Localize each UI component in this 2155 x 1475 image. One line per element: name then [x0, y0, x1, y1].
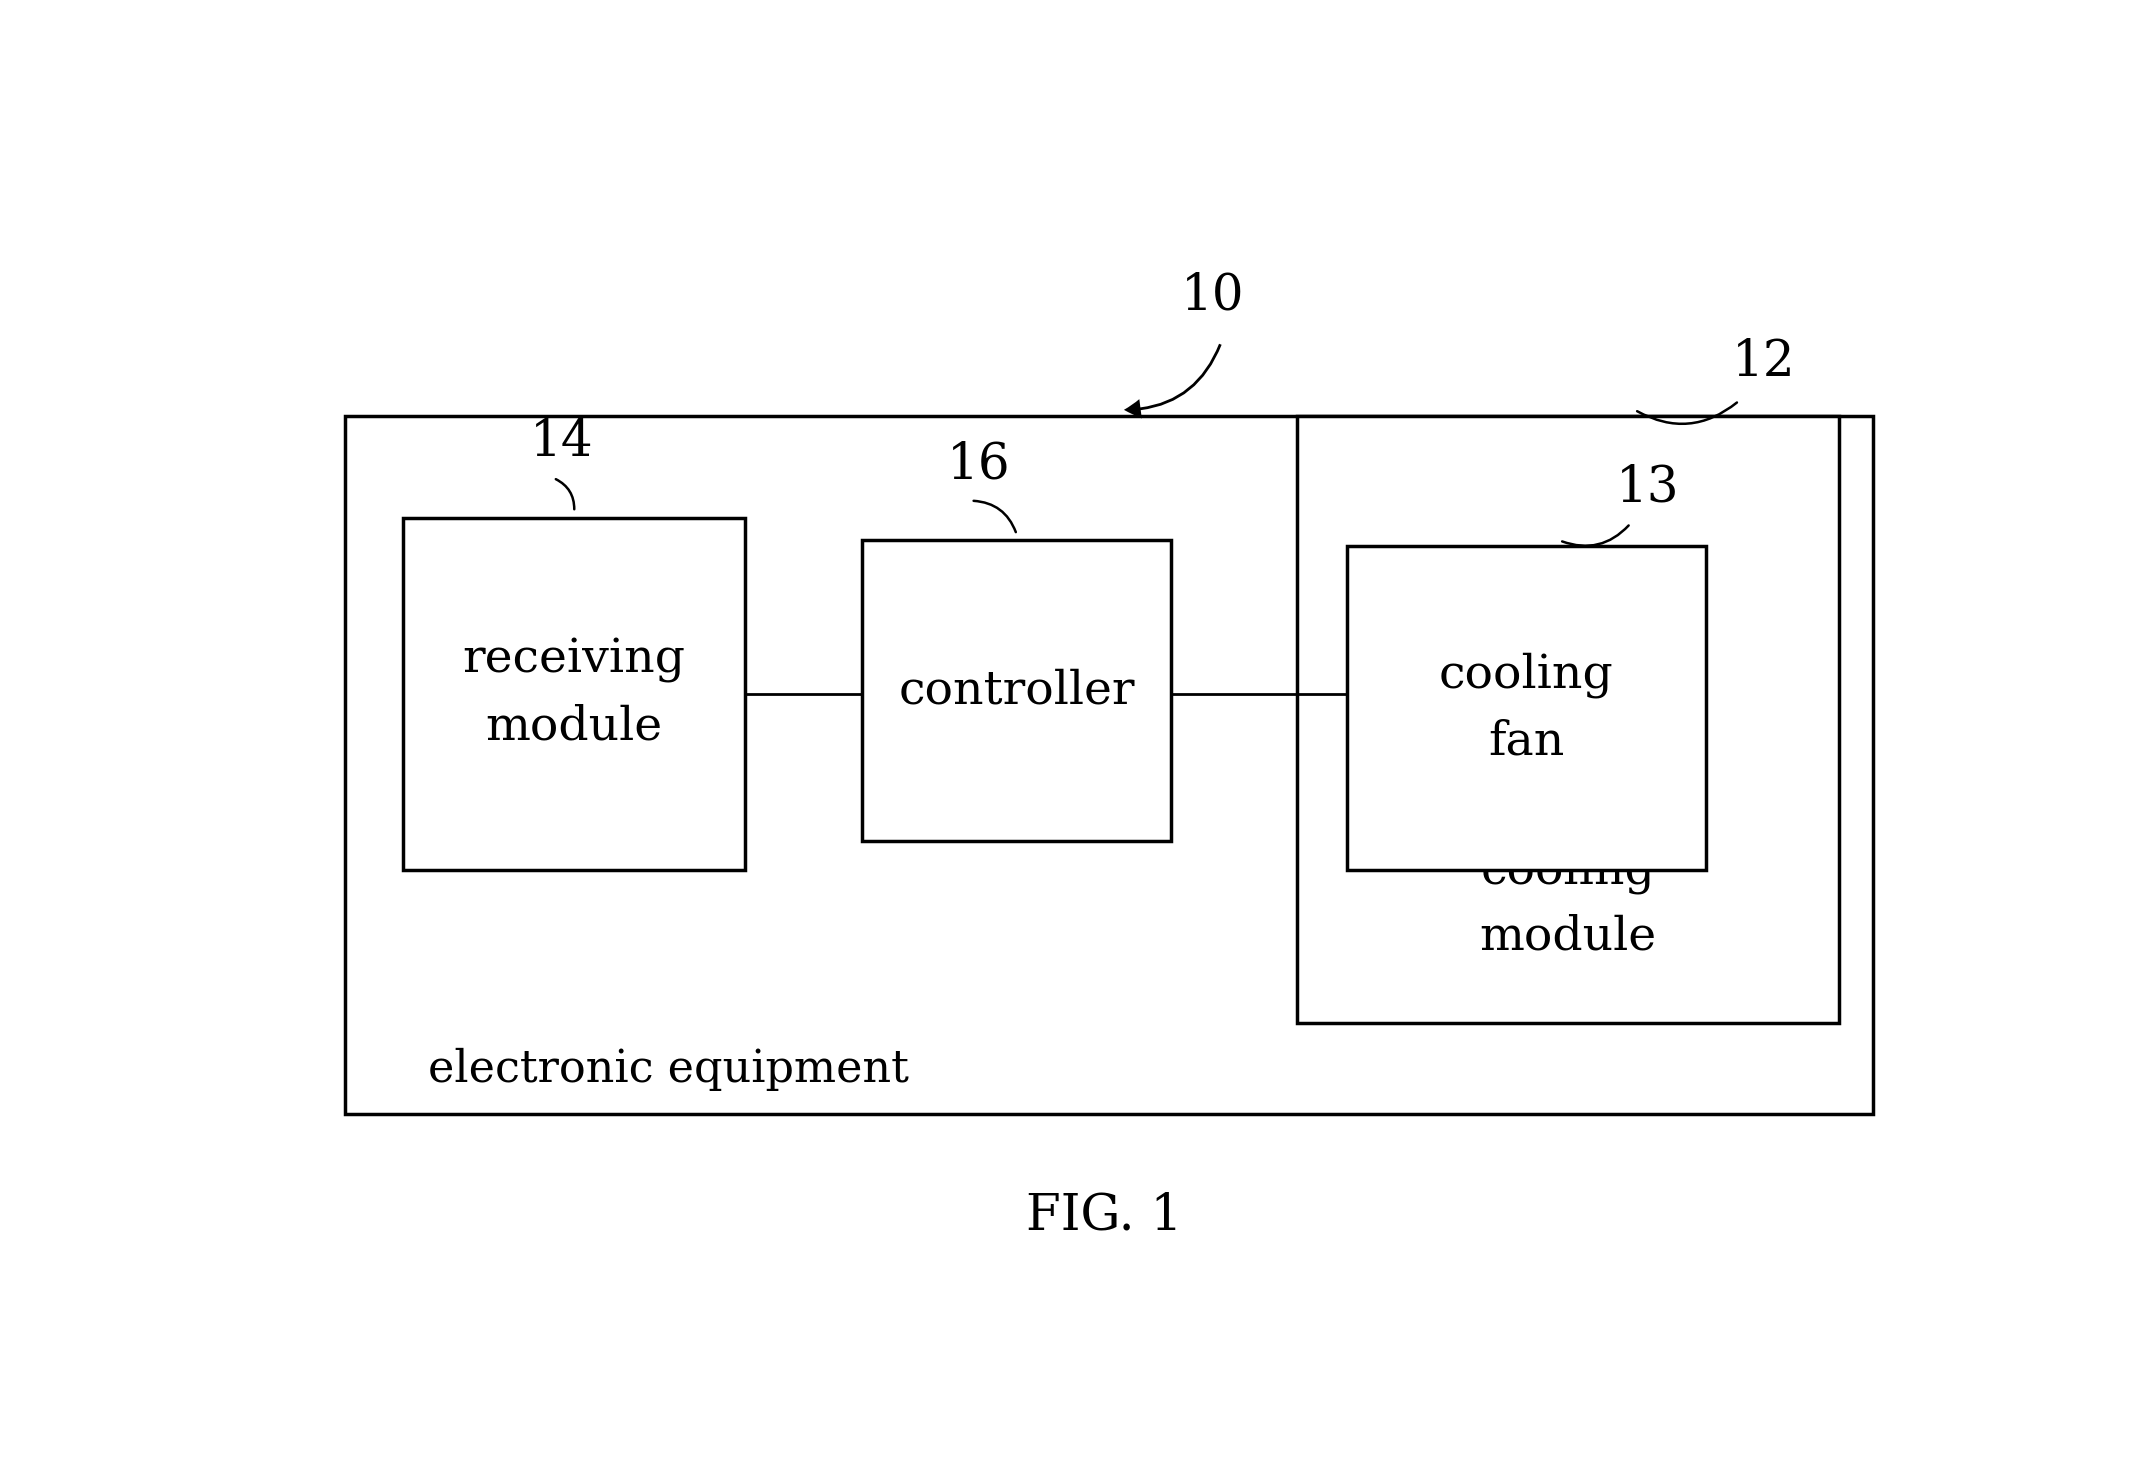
Bar	[1347, 546, 1707, 870]
FancyArrowPatch shape	[1125, 344, 1222, 419]
Text: controller: controller	[899, 668, 1136, 714]
Text: FIG. 1: FIG. 1	[1026, 1192, 1183, 1240]
Text: 16: 16	[948, 440, 1011, 490]
Text: cooling
fan: cooling fan	[1440, 652, 1614, 764]
Bar	[1297, 416, 1840, 1024]
Text: 10: 10	[1181, 271, 1246, 322]
Bar	[403, 518, 746, 870]
Text: cooling
module: cooling module	[1478, 848, 1657, 960]
Text: 12: 12	[1733, 338, 1795, 386]
Text: receiving
module: receiving module	[463, 637, 685, 749]
Text: 13: 13	[1616, 463, 1679, 512]
Bar	[345, 416, 1873, 1114]
Text: 14: 14	[530, 417, 593, 466]
Text: electronic equipment: electronic equipment	[429, 1049, 909, 1092]
Bar	[862, 540, 1172, 841]
